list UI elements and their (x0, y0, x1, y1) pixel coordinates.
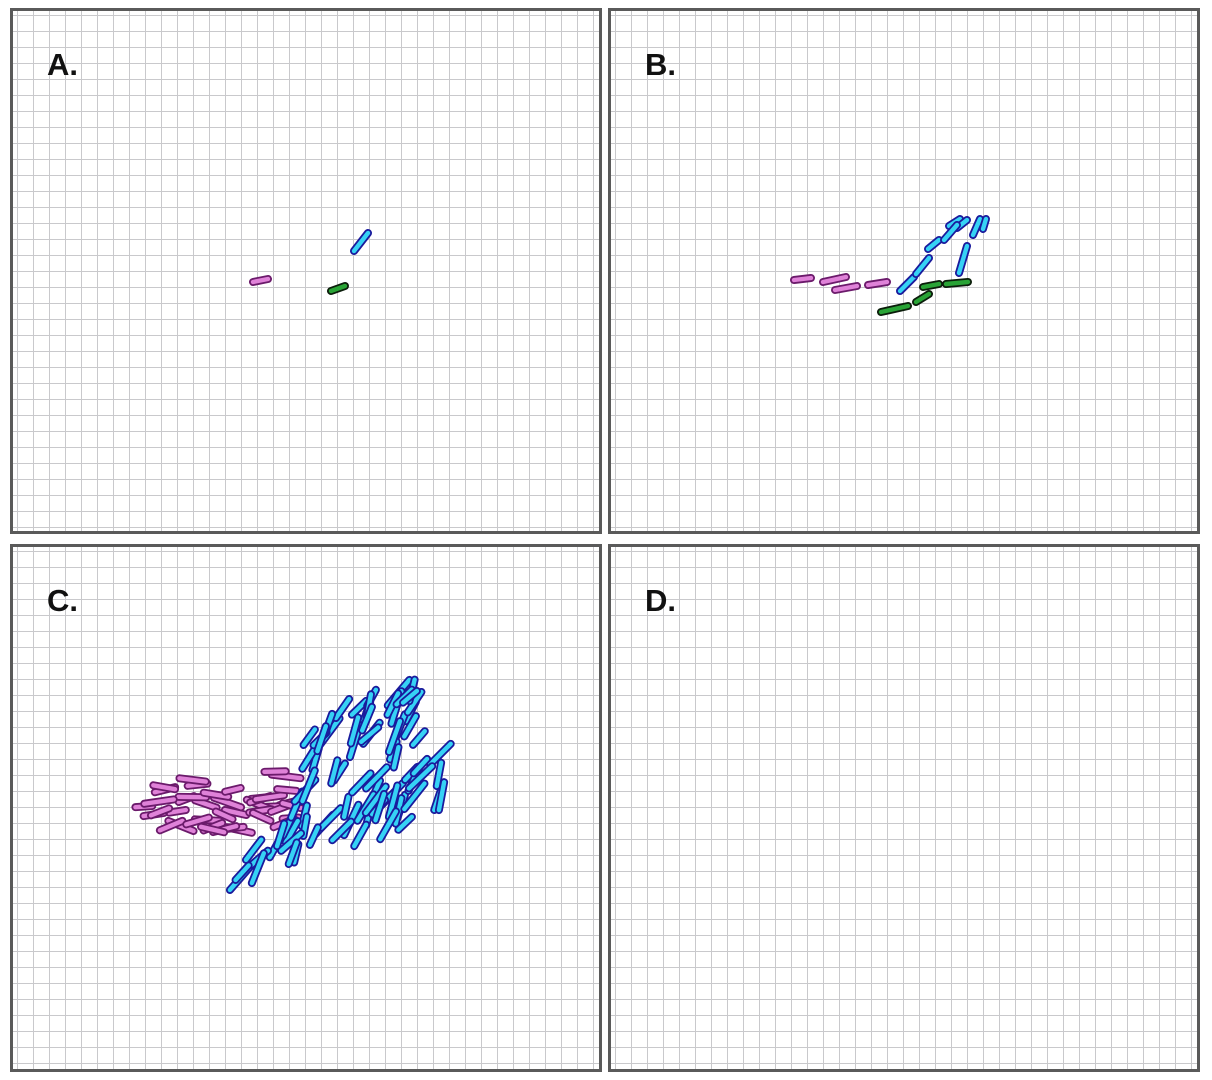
cyan-cell (286, 840, 299, 867)
cyan-cell (913, 255, 932, 277)
colony-d (611, 547, 1197, 1069)
cyan-cell (980, 216, 989, 232)
cyan-cell (348, 715, 361, 746)
cyan-cell (970, 216, 983, 238)
cyan-cell (307, 825, 321, 848)
cyan-cell (274, 821, 287, 849)
magenta-cell (211, 795, 244, 810)
cyan-cell (436, 779, 447, 813)
magenta-cell (865, 279, 890, 288)
magenta-cell (198, 824, 227, 835)
magenta-cell (250, 276, 271, 285)
magenta-cell (151, 783, 178, 792)
cyan-cell (300, 768, 318, 804)
cyan-cell (352, 822, 369, 849)
cyan-cell (941, 222, 960, 243)
magenta-cell (222, 807, 249, 818)
cyan-cell (301, 727, 318, 748)
cyan-cell (333, 696, 352, 721)
cyan-cell (349, 771, 373, 795)
cyan-cell (956, 243, 970, 276)
magenta-cell (832, 283, 860, 293)
colony-c (131, 675, 455, 894)
colony-a (249, 229, 372, 295)
cyan-cell (406, 763, 435, 791)
panel-c: C. (10, 544, 602, 1072)
cyan-cell (405, 689, 424, 715)
magenta-cell (262, 769, 288, 775)
magenta-cell (166, 807, 189, 815)
colony-b (790, 215, 990, 316)
magenta-cell (253, 793, 287, 802)
panel-a: A. (10, 8, 602, 534)
cyan-cell (925, 237, 942, 252)
cyan-cell (402, 713, 419, 739)
magenta-cell (820, 274, 849, 285)
panel-b: B. (608, 8, 1200, 534)
cyan-cell (386, 718, 403, 755)
cyan-cell (410, 728, 427, 748)
magenta-cell (274, 786, 299, 794)
panel-label-a: A. (47, 47, 78, 82)
cyan-cell (243, 837, 264, 863)
cyan-cell (359, 725, 381, 745)
magenta-cell (157, 818, 185, 833)
cyan-cell (411, 756, 430, 776)
cyan-cell (329, 758, 340, 786)
green-cell (328, 283, 348, 294)
magenta-cell (222, 785, 243, 794)
cyan-cell (341, 794, 351, 819)
cyan-cell (351, 230, 371, 254)
cyan-cell (400, 688, 420, 705)
magenta-cell (142, 797, 176, 806)
panel-d: D. (608, 544, 1200, 1072)
magenta-cell (184, 815, 212, 827)
cyan-cell (391, 744, 401, 770)
cyan-cell (402, 781, 427, 812)
cyan-cell (233, 863, 251, 883)
cyan-cell (396, 814, 415, 832)
cyan-cell (315, 723, 329, 754)
cyan-cell (373, 791, 387, 823)
magenta-cell (791, 275, 814, 283)
magenta-cell (250, 810, 273, 823)
magenta-cell (213, 809, 235, 822)
panel-label-b: B. (645, 47, 676, 82)
panel-label-d: D. (645, 583, 676, 618)
cyan-cell (330, 819, 354, 843)
magenta-cell (192, 798, 219, 810)
cyan-cell (278, 831, 304, 854)
panel-label-c: C. (47, 583, 78, 618)
magenta-cell (148, 806, 172, 818)
cyan-cell (349, 698, 369, 717)
magenta-cell (201, 790, 231, 799)
green-cell (913, 291, 932, 305)
cyan-cell (434, 760, 444, 789)
cyan-cell (363, 765, 390, 791)
cyan-cell (359, 704, 375, 733)
green-cell (920, 281, 942, 290)
green-cell (943, 279, 971, 287)
cyan-cell (427, 741, 453, 767)
magenta-cell (177, 776, 208, 784)
cyan-cell (378, 809, 399, 842)
green-cell (878, 303, 911, 315)
cyan-cell (897, 274, 917, 294)
cyan-cell (386, 783, 400, 820)
cyan-cell (249, 851, 267, 886)
cyan-cell (319, 805, 343, 830)
cyan-cell (283, 818, 300, 845)
